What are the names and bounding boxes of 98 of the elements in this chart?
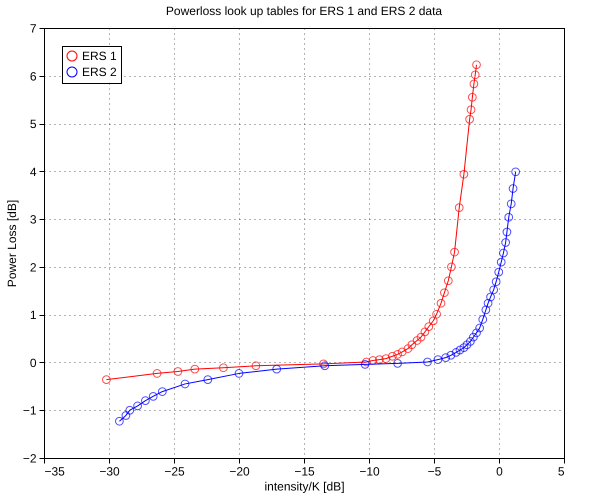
y-axis-title: Power Loss [dB] xyxy=(4,200,19,288)
point xyxy=(472,328,481,338)
point xyxy=(508,184,518,193)
point xyxy=(408,340,416,350)
y-tick-label: 5 xyxy=(30,117,37,132)
point xyxy=(423,358,432,366)
point xyxy=(499,248,508,258)
point xyxy=(456,346,464,354)
point xyxy=(432,310,441,319)
point xyxy=(440,288,449,298)
point xyxy=(502,228,512,236)
point xyxy=(368,356,378,365)
point xyxy=(190,364,200,374)
point xyxy=(382,354,390,363)
point xyxy=(125,406,134,415)
point xyxy=(436,298,446,308)
point xyxy=(234,369,244,378)
point xyxy=(470,80,478,88)
x-axis-title: intensity/K [dB] xyxy=(264,480,345,494)
point xyxy=(412,336,422,345)
point xyxy=(444,276,453,286)
point xyxy=(501,238,510,247)
point xyxy=(174,367,182,376)
point xyxy=(375,355,384,364)
point xyxy=(424,322,434,331)
point xyxy=(466,337,475,346)
point xyxy=(420,328,430,336)
point xyxy=(133,402,142,410)
point xyxy=(454,203,464,212)
point xyxy=(489,285,498,294)
point xyxy=(506,199,516,208)
point xyxy=(475,324,484,332)
point xyxy=(404,344,412,353)
y-tick-label: 7 xyxy=(30,22,37,36)
point xyxy=(511,167,520,176)
y-tick-label: 3 xyxy=(30,212,37,227)
point xyxy=(486,292,495,302)
point xyxy=(362,358,371,366)
point xyxy=(388,352,397,361)
point xyxy=(468,92,477,102)
point xyxy=(122,411,130,420)
point xyxy=(441,353,450,362)
point xyxy=(460,343,468,352)
point xyxy=(158,387,167,396)
point xyxy=(252,361,260,370)
point xyxy=(434,355,442,364)
y-tick-label: 2 xyxy=(30,260,37,274)
point xyxy=(470,70,480,80)
point xyxy=(393,359,402,368)
point xyxy=(452,348,460,357)
x-tick-label: −15 xyxy=(294,464,315,478)
x-tick-label: −25 xyxy=(164,464,185,478)
point xyxy=(393,350,402,359)
y-tick-label: −2 xyxy=(22,452,37,466)
point xyxy=(466,105,476,114)
point xyxy=(462,340,472,350)
point xyxy=(148,392,158,401)
point xyxy=(496,258,506,266)
y-tick-label: 0 xyxy=(30,356,37,370)
point xyxy=(416,332,426,342)
y-tick-label: 4 xyxy=(30,164,37,179)
x-tick-label: −10 xyxy=(359,464,380,478)
point xyxy=(492,277,501,286)
point xyxy=(102,375,111,384)
point xyxy=(446,350,456,360)
point xyxy=(465,114,474,124)
x-tick-label: −30 xyxy=(99,464,120,478)
point xyxy=(460,170,468,179)
point xyxy=(481,306,490,314)
point xyxy=(180,380,190,388)
y-tick-label: −1 xyxy=(22,404,37,418)
point xyxy=(360,360,370,369)
point xyxy=(494,268,504,277)
point xyxy=(450,248,459,256)
point xyxy=(469,332,478,342)
point xyxy=(478,315,488,324)
point xyxy=(472,60,481,70)
point xyxy=(447,262,456,272)
point xyxy=(115,416,124,426)
point xyxy=(428,316,438,326)
point xyxy=(484,298,492,308)
y-tick-label: 6 xyxy=(30,69,37,84)
x-tick-label: −5 xyxy=(428,464,442,478)
point xyxy=(152,369,162,378)
legend-label: ERS 2 xyxy=(82,65,118,79)
point xyxy=(203,375,212,384)
point xyxy=(272,364,282,374)
x-tick-label: 5 xyxy=(558,464,565,478)
x-tick-label: −35 xyxy=(44,464,66,478)
y-tick-label: 1 xyxy=(30,308,37,322)
x-tick-label: −20 xyxy=(229,464,250,478)
point xyxy=(141,396,150,406)
chart-title: Powerloss look up tables for ERS 1 and ERS 2 data xyxy=(166,4,442,18)
x-tick-label: 0 xyxy=(496,464,504,478)
point xyxy=(504,212,514,222)
point xyxy=(219,363,228,372)
point xyxy=(398,348,407,356)
legend-label: ERS 1 xyxy=(82,49,118,63)
